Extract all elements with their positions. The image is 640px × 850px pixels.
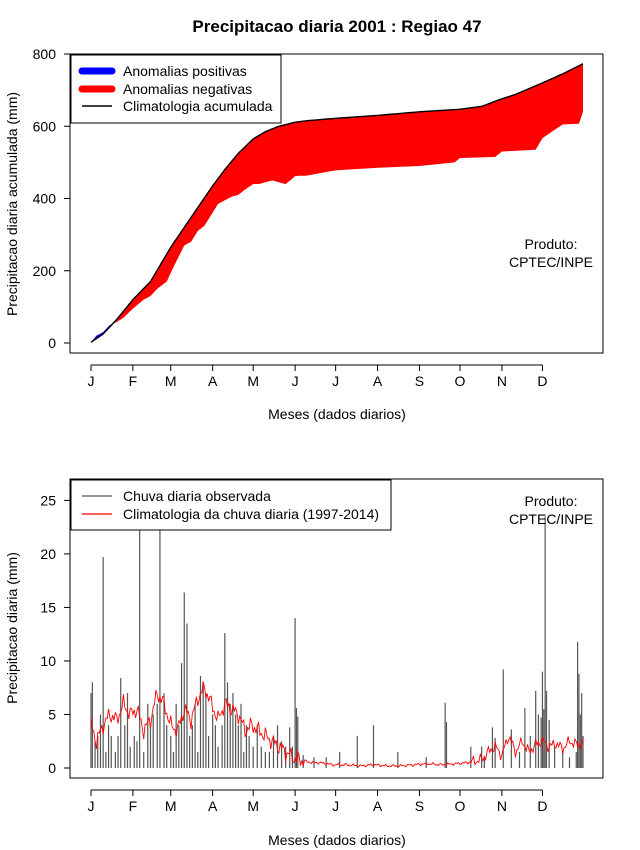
top-chart: J F M A M J J A S O N D 0 200 400 600 800 Meses (dados … [4,46,604,422]
top-y-axis: 0 200 400 600 800 [33,46,71,351]
bottom-x-tick-label: A [208,798,218,814]
bottom-y-tick-label: 0 [48,760,56,776]
bottom-y-axis-label: Precipitacao diaria (mm) [4,552,20,704]
top-x-tick-label: S [415,373,424,389]
top-annotation-line2: CPTEC/INPE [509,254,593,270]
top-y-axis-label: Precipitacao diaria acumulada (mm) [4,92,20,316]
bottom-x-tick-label: J [88,798,95,814]
top-x-tick-label: M [165,373,177,389]
top-x-tick-label: J [332,373,339,389]
bottom-x-tick-label: J [292,798,299,814]
top-y-tick-label: 0 [48,335,56,351]
bottom-x-tick-label: M [247,798,259,814]
bottom-annotation-line1: Produto: [525,493,578,509]
top-x-tick-label: A [208,373,218,389]
top-x-tick-label: F [129,373,138,389]
bottom-y-tick-label: 20 [40,546,56,562]
climatology-line-layer [90,63,584,343]
bottom-x-tick-label: S [415,798,424,814]
bottom-chart: J F M A M J J A S O N D 0 5 10 15 20 25 Meses (dados dia… [4,478,604,848]
top-x-tick-label: A [373,373,383,389]
bottom-y-tick-label: 15 [40,599,56,615]
bottom-x-tick-label: J [332,798,339,814]
bottom-x-tick-label: N [497,798,507,814]
legend-label-climatology: Climatologia acumulada [123,98,273,114]
top-x-tick-label: N [497,373,507,389]
top-x-tick-label: O [455,373,466,389]
legend-label-climatology-daily: Climatologia da chuva diaria (1997-2014) [123,506,379,522]
top-annotation-line1: Produto: [525,236,578,252]
anomaly-area-layer [91,63,583,343]
top-x-tick-label: D [537,373,547,389]
bottom-x-tick-label: M [165,798,177,814]
bottom-y-axis: 0 5 10 15 20 25 [40,492,71,776]
top-x-axis-label: Meses (dados diarios) [268,406,406,422]
negative-anomaly-area [91,63,583,343]
top-legend: Anomalias positivas Anomalias negativas … [70,54,282,124]
top-y-tick-label: 600 [33,118,57,134]
climatology-accumulated-line [90,63,584,343]
bottom-x-tick-label: F [129,798,138,814]
bottom-x-axis-label: Meses (dados diarios) [268,832,406,848]
top-y-tick-label: 800 [33,46,57,62]
bottom-x-tick-label: D [537,798,547,814]
daily-climatology-line [90,681,584,768]
bottom-legend-box [70,479,392,531]
legend-label-observed: Chuva diaria observada [123,488,271,504]
bottom-x-tick-label: A [373,798,383,814]
top-y-tick-label: 400 [33,191,57,207]
chart-title: Precipitacao diaria 2001 : Regiao 47 [192,17,481,36]
bottom-y-tick-label: 10 [40,653,56,669]
climatology-line-layer [90,681,584,768]
top-x-tick-label: J [292,373,299,389]
top-x-tick-label: M [247,373,259,389]
bottom-x-tick-label: O [455,798,466,814]
bottom-y-tick-label: 5 [48,706,56,722]
top-y-tick-label: 200 [33,263,57,279]
top-x-tick-label: J [88,373,95,389]
legend-label-positive: Anomalias positivas [123,63,247,79]
positive-anomaly-area [91,319,117,343]
bottom-legend: Chuva diaria observada Climatologia da c… [70,479,392,531]
bottom-annotation-line2: CPTEC/INPE [509,511,593,527]
bottom-y-tick-label: 25 [40,492,56,508]
legend-label-negative: Anomalias negativas [123,81,252,97]
